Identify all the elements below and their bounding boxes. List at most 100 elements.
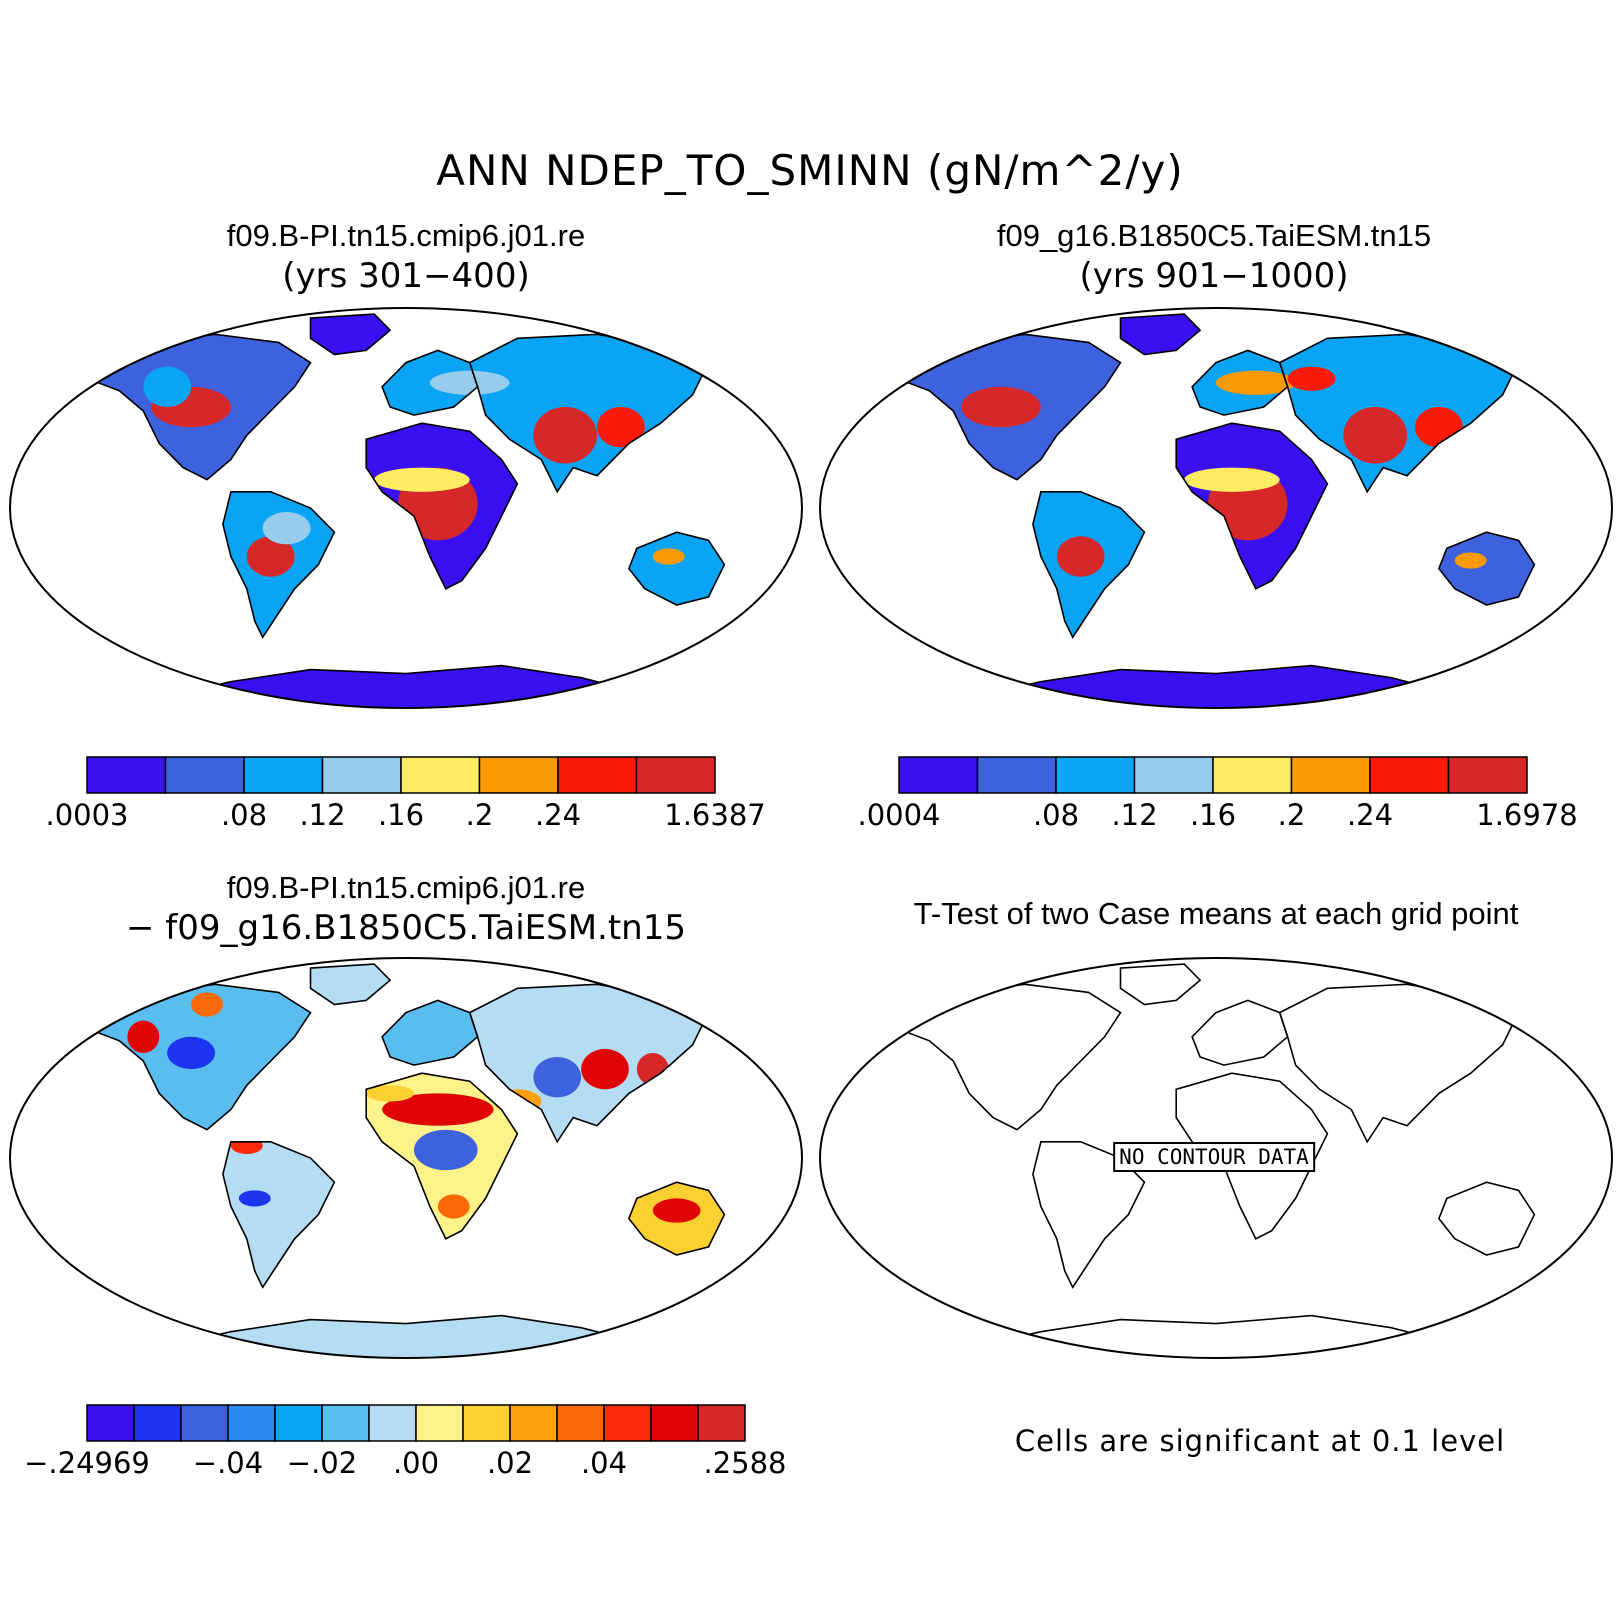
colorbar-tick-label: .00: [392, 1446, 440, 1480]
colorbar-box-2: [180, 1404, 229, 1442]
coastline-australia: [1437, 1181, 1536, 1256]
panel-subtitle-diff: − f09_g16.B1850C5.TaiESM.tn15: [126, 908, 686, 948]
colorbar-tick-label: .2: [1277, 798, 1306, 832]
colorbar-box-8: [462, 1404, 511, 1442]
map-border-case1: [9, 307, 803, 709]
landmass-asia: [1279, 984, 1519, 1142]
colorbar-tick-label: −.02: [286, 1446, 358, 1480]
colorbar-box-1: [164, 756, 245, 794]
field-patch-diff-6: [581, 1048, 629, 1090]
field-patch-diff-5: [533, 1057, 582, 1098]
colorbar-case1: [86, 756, 716, 794]
landmass-australia: [1438, 532, 1535, 605]
colorbar-box-6: [1369, 756, 1450, 794]
field-patch-diff-13: [366, 1085, 414, 1102]
field-patch-diff-9: [238, 1190, 271, 1207]
field-patch-diff-0: [167, 1036, 215, 1070]
colorbar-box-7: [1447, 756, 1528, 794]
panel-title-case1: f09.B-PI.tn15.cmip6.j01.re: [226, 218, 586, 253]
field-patch-case1-5: [597, 407, 645, 448]
field-patch-case2-7: [1287, 366, 1336, 391]
map-border-case2: [819, 307, 1613, 709]
colorbar-tick-label: .0003: [45, 798, 129, 832]
landmass-samerica: [1032, 1141, 1145, 1288]
colorbar-box-3: [1133, 756, 1214, 794]
colorbar-box-4: [400, 756, 481, 794]
field-patch-case2-4: [1415, 407, 1463, 448]
colorbar-tick-label: −.04: [192, 1446, 264, 1480]
colorbar-box-1: [976, 756, 1057, 794]
coastline-africa: [1175, 422, 1329, 590]
map-layer-diff: [86, 963, 726, 1358]
colorbar-box-10: [556, 1404, 605, 1442]
colorbar-box-11: [603, 1404, 652, 1442]
colorbar-box-6: [368, 1404, 417, 1442]
colorbar-box-9: [509, 1404, 558, 1442]
coastline-greenland: [1119, 963, 1202, 1006]
coastline-antarctica: [959, 664, 1473, 708]
colorbar-tick-label: .16: [377, 798, 425, 832]
field-patch-case1-8: [429, 370, 510, 395]
field-patch-case1-3: [374, 467, 470, 492]
field-patch-case2-5: [1056, 536, 1105, 577]
coastline-greenland: [309, 313, 392, 356]
field-patch-diff-11: [437, 1194, 470, 1219]
panel-title-diff: f09.B-PI.tn15.cmip6.j01.re: [226, 870, 586, 905]
colorbar-box-5: [478, 756, 559, 794]
field-patch-case1-9: [652, 548, 685, 565]
field-patch-diff-7: [636, 1052, 669, 1086]
map-layer-case1: [86, 313, 726, 708]
colorbar-box-2: [243, 756, 324, 794]
colorbar-tick-label: .08: [220, 798, 268, 832]
map-diff: [9, 957, 803, 1359]
landmass-australia: [628, 532, 725, 605]
field-patch-case2-2: [1184, 467, 1280, 492]
colorbar-tick-label: 1.6387: [664, 798, 766, 832]
panel-subtitle-case1: (yrs 301−400): [282, 256, 530, 296]
colorbar-tick-label: 1.6978: [1476, 798, 1578, 832]
panel-subtitle-case2: (yrs 901−1000): [1079, 256, 1349, 296]
coastline-antarctica: [149, 1314, 663, 1358]
significance-note: Cells are significant at 0.1 level: [1014, 1424, 1506, 1458]
landmass-greenland: [1120, 314, 1201, 355]
colorbar-box-5: [1290, 756, 1371, 794]
coastline-australia: [1437, 531, 1536, 606]
coastline-antarctica: [149, 664, 663, 708]
colorbar-box-4: [274, 1404, 323, 1442]
map-case2: [819, 307, 1613, 709]
colorbar-tick-label: .0004: [857, 798, 941, 832]
colorbar-tick-label: .12: [1111, 798, 1158, 832]
panel-title-case2: f09_g16.B1850C5.TaiESM.tn15: [996, 218, 1432, 253]
field-patch-case1-1: [143, 366, 192, 407]
coastline-australia: [627, 531, 726, 606]
coastline-australia: [627, 1181, 726, 1256]
field-patch-case2-6: [1216, 370, 1296, 395]
field-patch-diff-8: [230, 1137, 263, 1154]
map-ttest: [819, 957, 1613, 1359]
field-patch-case1-4: [533, 407, 598, 464]
landmass-antarctica: [151, 665, 661, 708]
colorbar-box-3: [227, 1404, 276, 1442]
landmass-australia: [1438, 1182, 1535, 1255]
landmass-europe: [382, 350, 478, 416]
colorbar-tick-label: .2588: [703, 1446, 787, 1480]
colorbar-box-0: [86, 756, 167, 794]
landmass-greenland: [310, 964, 391, 1005]
landmass-antarctica: [961, 1315, 1471, 1358]
colorbar-tick-label: .16: [1189, 798, 1237, 832]
field-patch-case1-6: [246, 536, 295, 577]
landmass-europe: [382, 1000, 478, 1066]
field-patch-diff-4: [413, 1129, 478, 1171]
colorbar-box-7: [415, 1404, 464, 1442]
colorbar-box-3: [321, 756, 402, 794]
figure-title: ANN NDEP_TO_SMINN (gN/m^2/y): [436, 146, 1184, 195]
colorbar-box-12: [650, 1404, 699, 1442]
coastline-namerica: [86, 983, 312, 1131]
landmass-samerica: [222, 1141, 335, 1288]
map-border-diff: [9, 957, 803, 1359]
colorbar-tick-label: .12: [299, 798, 346, 832]
landmass-antarctica: [961, 665, 1471, 708]
field-patch-case1-7: [262, 512, 311, 545]
coastline-samerica: [1032, 491, 1146, 639]
